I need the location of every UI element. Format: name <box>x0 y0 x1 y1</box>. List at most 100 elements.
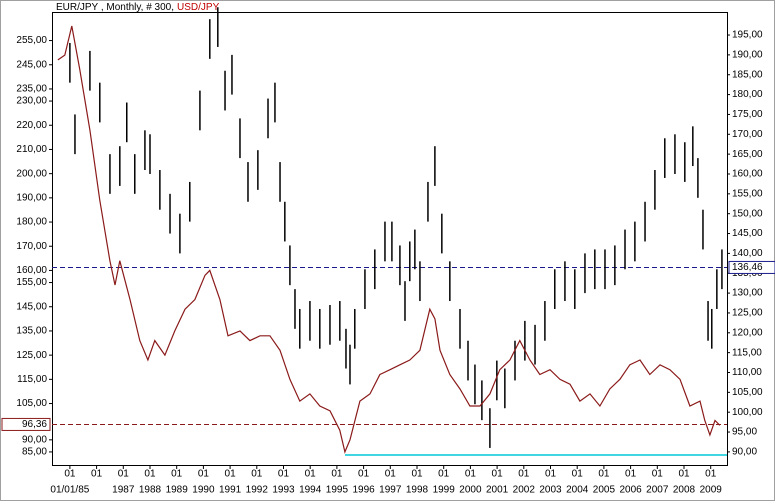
y-tick-label: 125,00 <box>16 350 47 361</box>
x-year-label: 01/01/85 <box>50 485 89 496</box>
x-tick-label: 01 <box>652 469 664 480</box>
x-year-label: 1991 <box>219 485 242 496</box>
x-tick-label: 01 <box>545 469 557 480</box>
x-tick-label: 01 <box>225 469 237 480</box>
x-tick-label: 01 <box>438 469 450 480</box>
y-tick-label: 105,00 <box>16 398 47 409</box>
x-year-label: 1998 <box>406 485 429 496</box>
x-year-label: 2007 <box>646 485 669 496</box>
y2-tick-label: 145,00 <box>732 228 763 239</box>
y2-tick-label: 125,00 <box>732 308 763 319</box>
y-tick-label: 200,00 <box>16 168 47 179</box>
x-year-label: 2003 <box>539 485 562 496</box>
x-tick-label: 01 <box>278 469 290 480</box>
title-text: EUR/JPY , Monthly, # 300, <box>56 2 174 13</box>
x-year-label: 2006 <box>619 485 642 496</box>
x-year-label: 2008 <box>673 485 696 496</box>
x-year-label: 1989 <box>166 485 189 496</box>
x-year-label: 1993 <box>272 485 295 496</box>
y2-tick-label: 155,00 <box>732 188 763 199</box>
y-tick-label: 155,00 <box>16 277 47 288</box>
y-tick-label: 115,00 <box>17 374 47 385</box>
x-tick-label: 01 <box>251 469 263 480</box>
y2-tick-label: 160,00 <box>732 169 763 180</box>
chart-title: EUR/JPY , Monthly, # 300, USD/JPY <box>56 2 220 13</box>
y-tick-label: 230,00 <box>16 96 47 107</box>
y2-tick-label: 190,00 <box>732 50 763 61</box>
y2-tick-label: 115,00 <box>732 347 762 358</box>
y2-tick-label: 195,00 <box>732 30 763 41</box>
ref-label-box <box>1 417 51 431</box>
ref-label-box <box>728 260 775 274</box>
x-tick-label: 01 <box>385 469 397 480</box>
x-tick-label: 01 <box>358 469 370 480</box>
y2-tick-label: 95,00 <box>732 427 757 438</box>
ref-label: 136,46 <box>732 262 763 273</box>
y2-tick-label: 100,00 <box>732 407 763 418</box>
x-year-label: 1999 <box>433 485 456 496</box>
x-tick-label: 01 <box>198 469 210 480</box>
y-tick-label: 210,00 <box>16 144 47 155</box>
x-tick-label: 01 <box>572 469 584 480</box>
x-tick-label: 01 <box>118 469 130 480</box>
y-tick-label: 170,00 <box>16 241 47 252</box>
x-year-label: 1992 <box>246 485 269 496</box>
x-tick-label: 01 <box>64 469 76 480</box>
y2-tick-label: 175,00 <box>732 109 763 120</box>
y-tick-label: 145,00 <box>16 301 47 312</box>
x-tick-label: 01 <box>492 469 504 480</box>
x-tick-label: 01 <box>678 469 690 480</box>
x-year-label: 2009 <box>700 485 723 496</box>
y2-tick-label: 170,00 <box>732 129 763 140</box>
y2-tick-label: 140,00 <box>732 248 763 259</box>
x-year-label: 1987 <box>112 485 135 496</box>
x-tick-label: 01 <box>598 469 610 480</box>
y-tick-label: 235,00 <box>16 84 47 95</box>
line <box>57 25 721 454</box>
x-tick-label: 01 <box>625 469 637 480</box>
y-tick-label: 220,00 <box>16 120 47 131</box>
x-year-label: 1994 <box>299 485 322 496</box>
x-tick-label: 01 <box>705 469 717 480</box>
x-year-label: 1996 <box>352 485 375 496</box>
y-tick-label: 190,00 <box>16 192 47 203</box>
x-tick-label: 01 <box>171 469 183 480</box>
x-tick-label: 01 <box>331 469 343 480</box>
x-year-label: 1995 <box>326 485 349 496</box>
ref-label: 96,36 <box>22 419 47 430</box>
y2-tick-label: 105,00 <box>732 387 763 398</box>
y2-tick-label: 110,00 <box>732 367 762 378</box>
y2-tick-label: 180,00 <box>732 89 763 100</box>
x-tick-label: 01 <box>144 469 156 480</box>
x-year-label: 2005 <box>593 485 616 496</box>
x-year-label: 1988 <box>139 485 162 496</box>
x-tick-label: 01 <box>465 469 477 480</box>
y-tick-label: 135,00 <box>16 326 47 337</box>
legend-label: USD/JPY <box>177 2 220 13</box>
y2-tick-label: 150,00 <box>732 208 763 219</box>
x-tick-label: 01 <box>518 469 530 480</box>
y2-tick-label: 185,00 <box>732 69 763 80</box>
y-tick-label: 180,00 <box>16 217 47 228</box>
x-year-label: 1997 <box>379 485 402 496</box>
y2-tick-label: 130,00 <box>732 288 763 299</box>
x-tick-label: 01 <box>91 469 103 480</box>
y2-tick-label: 120,00 <box>732 327 763 338</box>
y-tick-label: 85,00 <box>22 447 47 458</box>
x-year-label: 2002 <box>513 485 536 496</box>
y2-tick-label: 165,00 <box>732 149 763 160</box>
x-year-label: 2000 <box>459 485 482 496</box>
y-tick-label: 90,00 <box>22 434 47 445</box>
x-year-label: 2001 <box>486 485 509 496</box>
y-tick-label: 255,00 <box>16 35 47 46</box>
x-year-label: 1990 <box>192 485 215 496</box>
y-tick-label: 245,00 <box>16 59 47 70</box>
x-tick-label: 01 <box>305 469 317 480</box>
y-tick-label: 160,00 <box>16 265 47 276</box>
x-year-label: 2004 <box>566 485 589 496</box>
x-tick-label: 01 <box>411 469 423 480</box>
y2-tick-label: 90,00 <box>732 447 757 458</box>
